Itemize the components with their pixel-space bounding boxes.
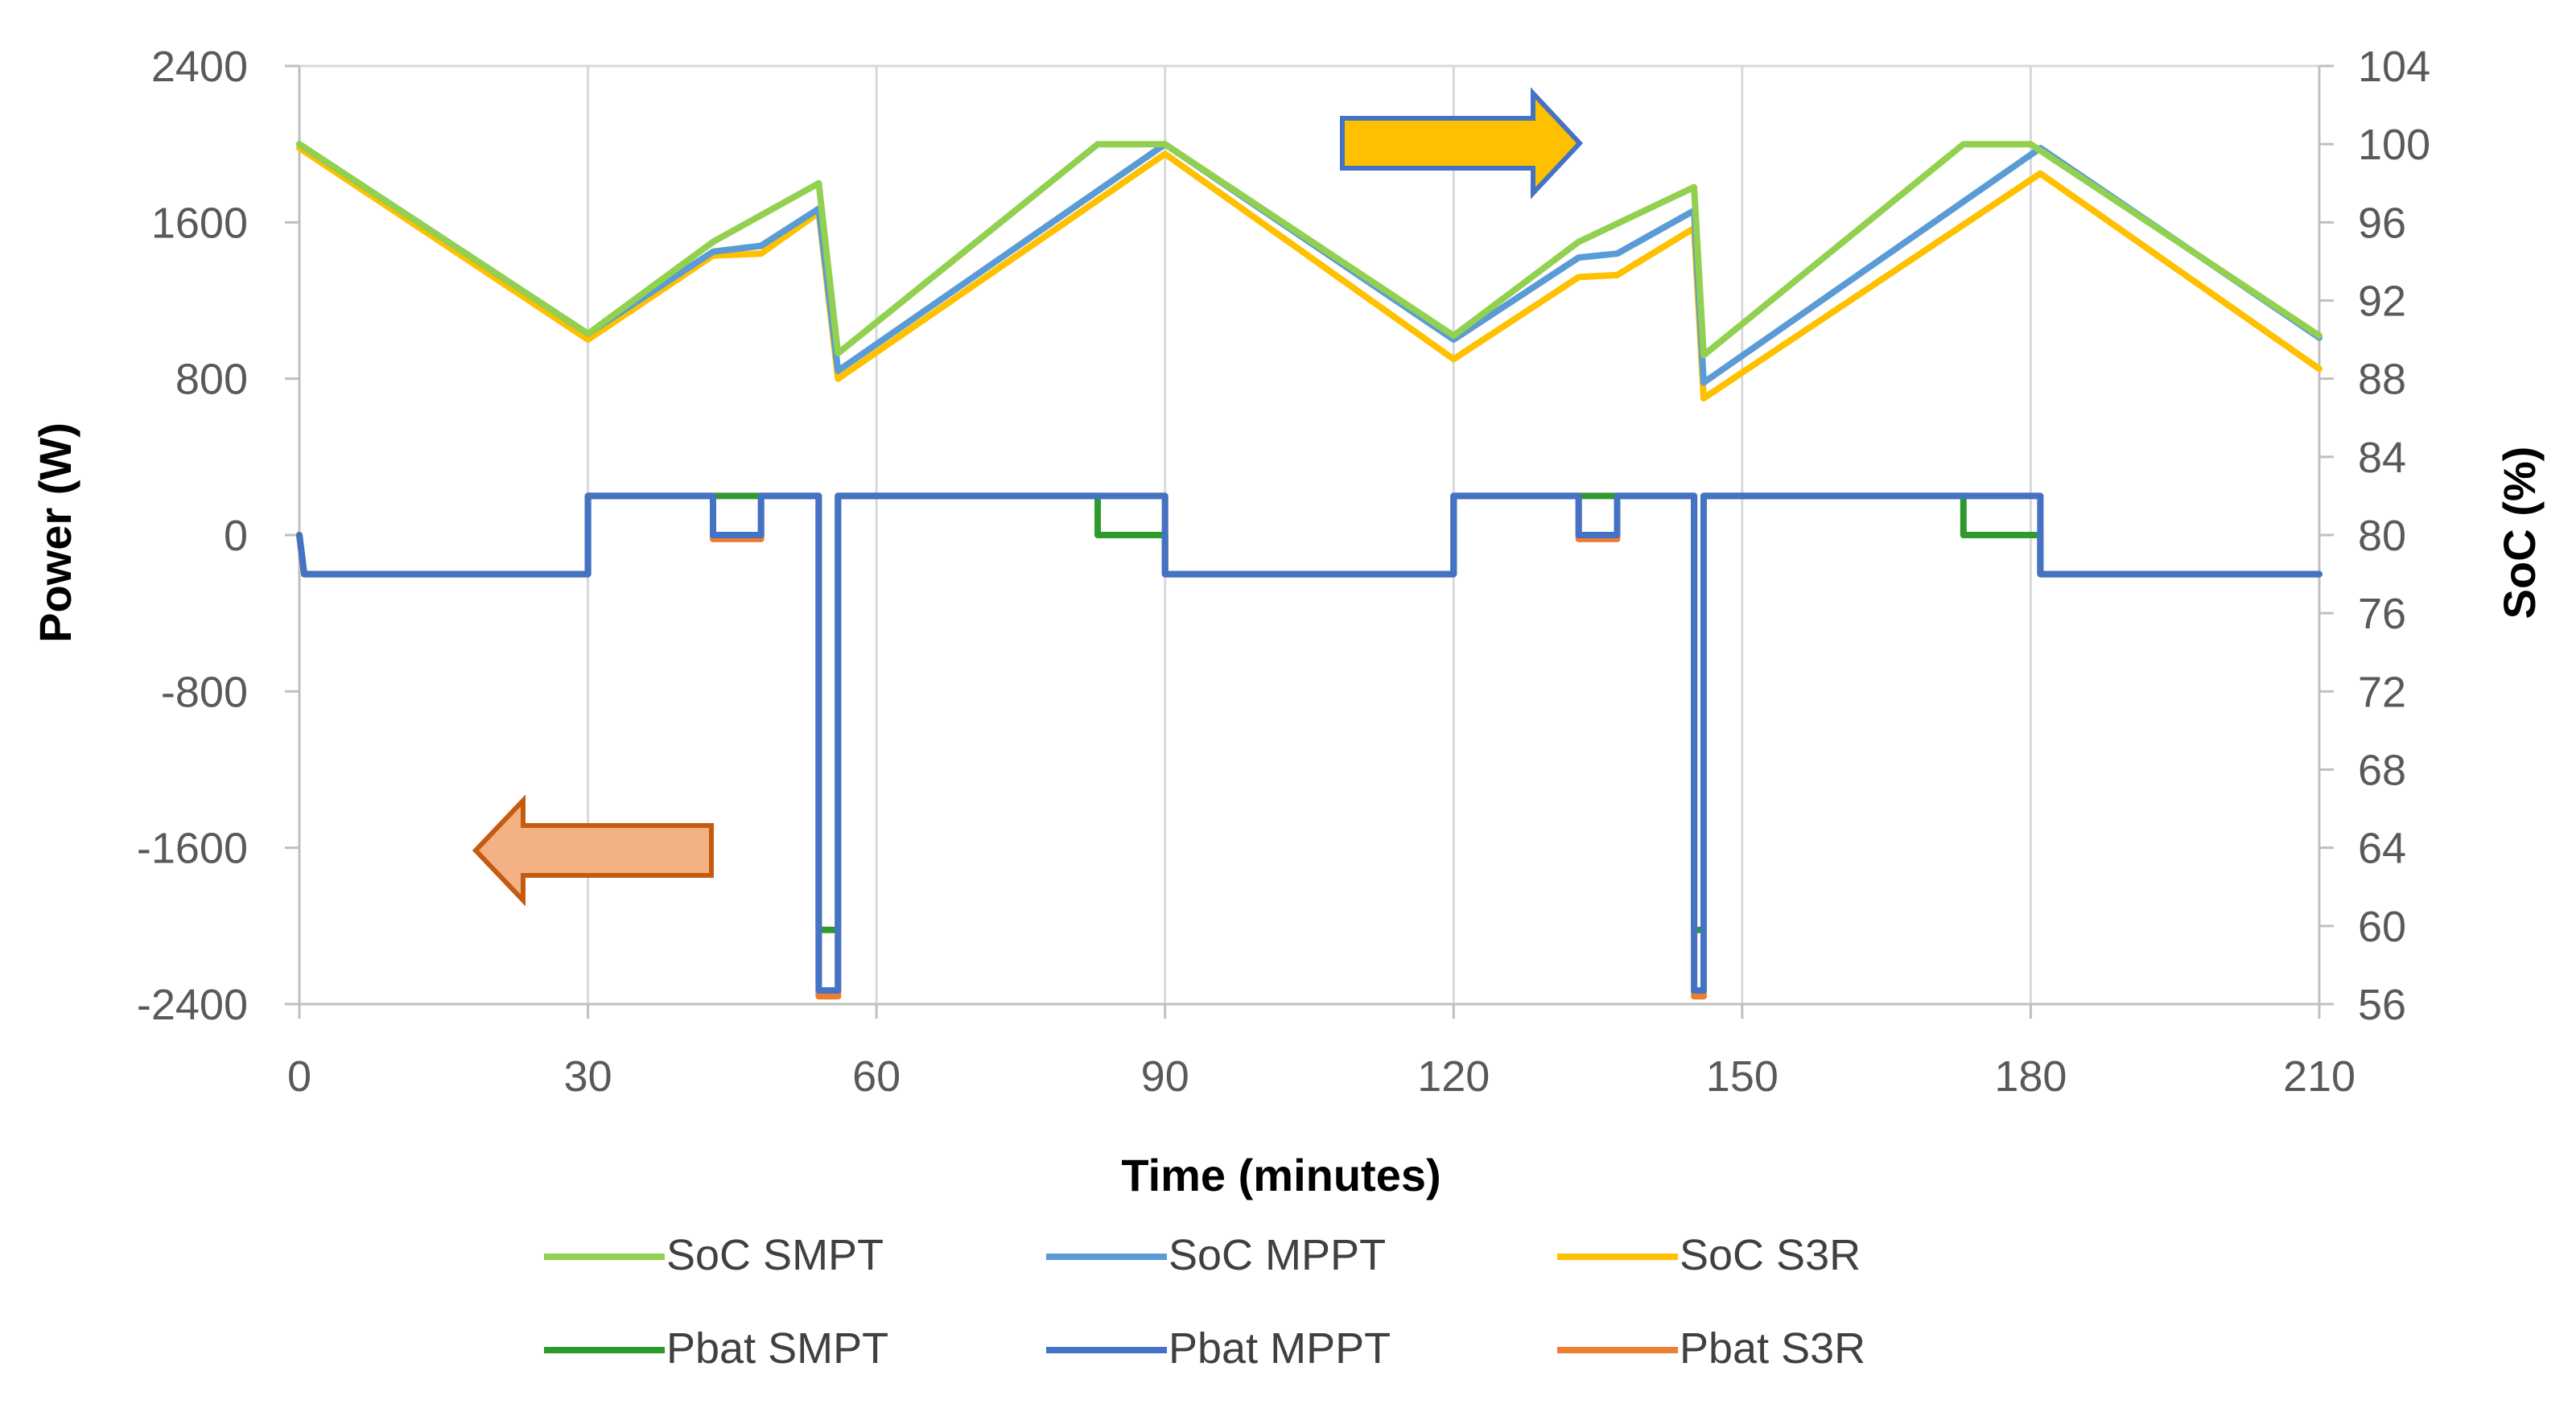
annotation-arrows xyxy=(472,87,1584,907)
y-left-tick-label: -1600 xyxy=(137,825,248,873)
x-tick-label: 120 xyxy=(1417,1052,1490,1101)
legend-label-pbat-mppt: Pbat MPPT xyxy=(1168,1324,1391,1373)
y-left-tick-label: 800 xyxy=(175,356,248,404)
y-left-tick-label: 2400 xyxy=(151,43,248,91)
x-tick-label: 90 xyxy=(1141,1052,1189,1101)
legend-label-soc-s3r: SoC S3R xyxy=(1680,1231,1861,1279)
series-line-pbat-mppt xyxy=(296,492,2323,994)
arrow-left-annotation xyxy=(472,794,714,907)
series-line-soc-s3r xyxy=(296,145,2323,401)
y-right-tick-label: 56 xyxy=(2358,981,2406,1029)
legend: SoC SMPT SoC MPPT SoC S3R Pbat SMPT Pbat MPP… xyxy=(544,1231,1865,1373)
y-left-tick-label: -800 xyxy=(161,668,248,716)
legend-label-soc-smpt: SoC SMPT xyxy=(666,1231,884,1279)
x-tick-label: 30 xyxy=(564,1052,612,1101)
tick-labels: 240016008000-800-1600-240010410096928884… xyxy=(137,43,2430,1101)
x-tick-label: 150 xyxy=(1706,1052,1778,1101)
y-right-tick-label: 104 xyxy=(2358,43,2430,91)
x-tick-label: 180 xyxy=(1994,1052,2067,1101)
x-axis-title: Time (minutes) xyxy=(1121,1150,1440,1200)
y-right-tick-label: 88 xyxy=(2358,356,2406,404)
y-axis-left-title: Power (W) xyxy=(30,422,80,643)
series-lines xyxy=(296,141,2323,1000)
series-line-soc-mppt xyxy=(296,141,2323,386)
y-left-tick-label: -2400 xyxy=(137,981,248,1029)
x-tick-label: 60 xyxy=(852,1052,901,1101)
y-axis-right-title: SoC (%) xyxy=(2494,447,2545,620)
x-tick-label: 210 xyxy=(2283,1052,2355,1101)
y-right-tick-label: 92 xyxy=(2358,278,2406,326)
x-tick-label: 0 xyxy=(287,1052,311,1101)
y-right-tick-label: 72 xyxy=(2358,668,2406,716)
y-left-tick-label: 0 xyxy=(224,512,248,560)
y-right-tick-label: 64 xyxy=(2358,825,2406,873)
legend-label-soc-mppt: SoC MPPT xyxy=(1168,1231,1386,1279)
legend-label-pbat-s3r: Pbat S3R xyxy=(1680,1324,1865,1373)
y-left-tick-label: 1600 xyxy=(151,199,248,247)
y-right-tick-label: 100 xyxy=(2358,121,2430,169)
y-right-tick-label: 96 xyxy=(2358,199,2406,247)
y-right-tick-label: 60 xyxy=(2358,903,2406,951)
arrow-right-annotation xyxy=(1340,87,1584,200)
y-right-tick-label: 68 xyxy=(2358,747,2406,795)
axes xyxy=(285,64,2334,1019)
y-right-tick-label: 76 xyxy=(2358,590,2406,638)
legend-label-pbat-smpt: Pbat SMPT xyxy=(666,1324,888,1373)
y-right-tick-label: 80 xyxy=(2358,512,2406,560)
series-line-soc-smpt xyxy=(296,141,2323,359)
y-right-tick-label: 84 xyxy=(2358,434,2406,482)
